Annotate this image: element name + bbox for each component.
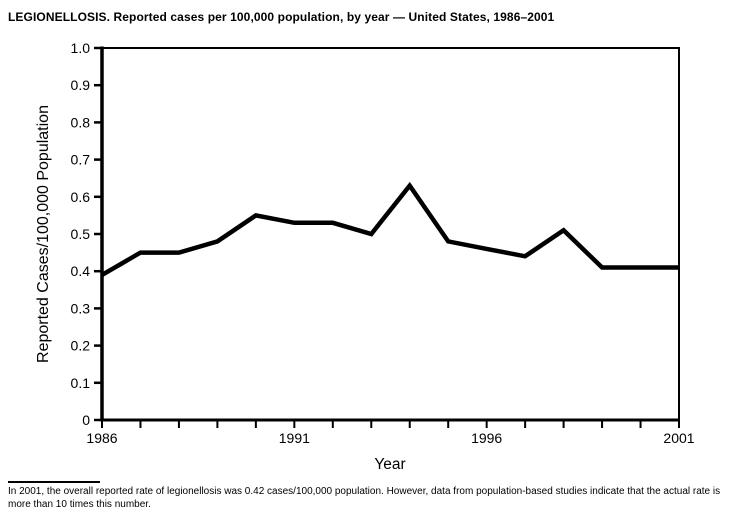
footnote-text: In 2001, the overall reported rate of le… [8, 486, 721, 510]
y-axis-title: Reported Cases/100,000 Population [35, 105, 52, 363]
y-tick-label: 0.5 [71, 226, 91, 242]
data-line [100, 181, 679, 277]
footnote-rule [8, 481, 100, 483]
x-tick-label: 2001 [663, 430, 694, 446]
x-tick-label: 1986 [86, 430, 117, 446]
y-tick-label: 0.4 [71, 263, 91, 279]
axis-ticks [94, 46, 680, 428]
y-tick-label: 0.7 [71, 152, 91, 168]
x-tick-label: 1996 [471, 430, 502, 446]
y-tick-label: 0.8 [71, 114, 91, 130]
chart-title: LEGIONELLOSIS. Reported cases per 100,00… [8, 10, 555, 24]
x-tick-label: 1991 [279, 430, 310, 446]
y-tick-label: 0.9 [71, 77, 91, 93]
y-tick-label: 0.1 [71, 375, 91, 391]
y-tick-label: 0 [82, 412, 90, 428]
y-tick-label: 0.2 [71, 338, 91, 354]
x-axis-title: Year [374, 456, 405, 473]
y-tick-label: 1.0 [71, 40, 91, 56]
y-tick-label: 0.6 [71, 189, 91, 205]
plot-area [101, 47, 680, 421]
footnote: In 2001, the overall reported rate of le… [8, 481, 741, 511]
axis-tick-labels: 0 0.1 0.2 0.3 0.4 0.5 0.6 0.7 0.8 0.9 1.0 1986 1991 1… [71, 40, 695, 446]
y-tick-label: 0.3 [71, 300, 91, 316]
